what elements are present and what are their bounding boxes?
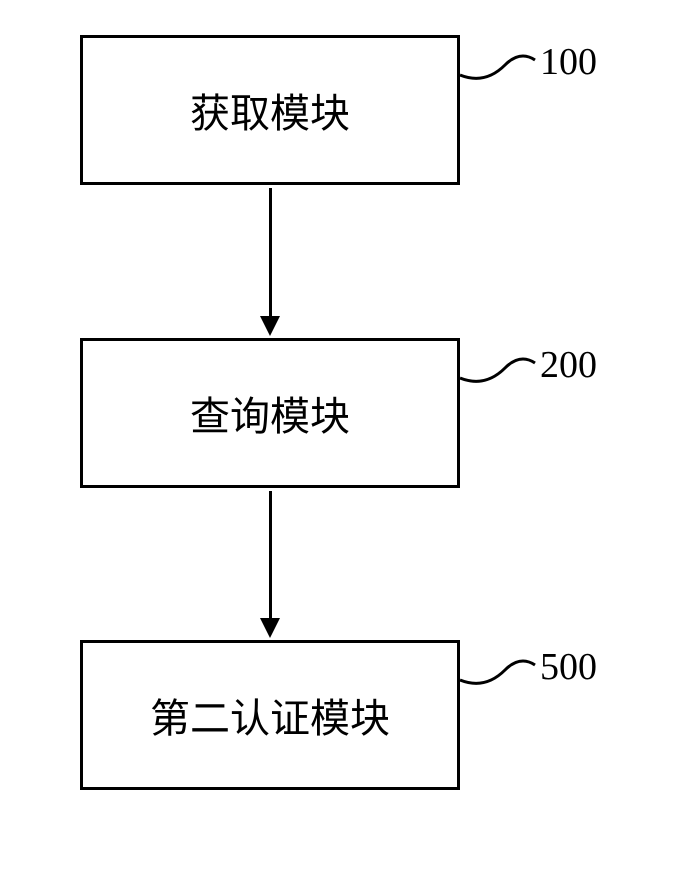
curve-connector-2 — [460, 348, 540, 388]
arrow-line-2 — [269, 491, 272, 618]
box-text-2: 查询模块 — [190, 384, 350, 442]
label-200: 200 — [540, 343, 597, 387]
label-500: 500 — [540, 645, 597, 689]
arrow-head-2 — [260, 618, 280, 638]
box-acquire-module: 获取模块 — [80, 35, 460, 185]
curve-connector-1 — [460, 45, 540, 85]
flowchart-container: 获取模块 100 查询模块 200 第二认证模块 500 — [0, 0, 687, 892]
box-text-3: 第二认证模块 — [150, 686, 390, 744]
box-second-auth-module: 第二认证模块 — [80, 640, 460, 790]
box-query-module: 查询模块 — [80, 338, 460, 488]
curve-connector-3 — [460, 650, 540, 690]
arrow-line-1 — [269, 188, 272, 316]
label-100: 100 — [540, 40, 597, 84]
box-text-1: 获取模块 — [190, 81, 350, 139]
arrow-head-1 — [260, 316, 280, 336]
